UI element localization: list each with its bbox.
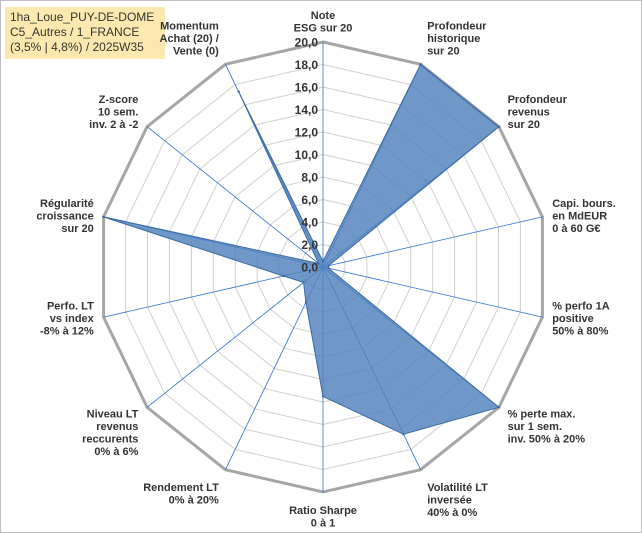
axis-label-line: positive	[552, 313, 594, 325]
data-point	[321, 260, 325, 263]
tick-label: 14,0	[295, 103, 319, 117]
data-point	[321, 395, 325, 398]
info-line-3: (3,5% | 4,8%) / 2025W35	[10, 40, 144, 54]
axis-label-line: en MdEUR	[552, 210, 607, 222]
data-point	[304, 301, 308, 304]
axis-label-line: sur 1 sem.	[508, 421, 562, 433]
data-point	[317, 262, 320, 265]
axis-label-line: 0 à 60 G€	[552, 223, 600, 235]
axis-label-line: Vente (0)	[173, 45, 219, 57]
axis-label-line: Ratio Sharpe	[289, 505, 357, 517]
axis-spoke	[146, 126, 324, 268]
data-point	[302, 281, 305, 284]
tick-label: 8,0	[301, 171, 318, 185]
axis-label-line: Profondeur	[508, 94, 568, 106]
axis-label-line: Z-score	[99, 94, 139, 106]
data-point	[497, 125, 501, 128]
axis-label-line: revenus	[508, 107, 550, 119]
axis-label-line: -8% à 12%	[40, 326, 94, 338]
axis-label-line: sur 20	[61, 223, 93, 235]
axis-label-line: inversée	[427, 495, 472, 507]
info-box: 1ha_Loue_PUY-DE-DOME C5_Autres / 1_FRANC…	[5, 7, 165, 59]
axis-label-line: Perfo. LT	[47, 301, 94, 313]
axis-label-line: % perfo 1A	[552, 301, 610, 313]
tick-label: 4,0	[301, 216, 318, 230]
data-point	[497, 406, 501, 409]
data-point	[402, 433, 405, 436]
axis-label-line: % perte max.	[508, 408, 576, 420]
data-point	[327, 264, 330, 267]
axis-label-line: 50% à 80%	[552, 326, 608, 338]
axis-label-line: 10 sem.	[98, 107, 138, 119]
axis-label-line: historique	[427, 33, 480, 45]
axis-spoke	[146, 266, 324, 408]
axis-label-line: croissance	[36, 210, 93, 222]
axis-label-line: 40% à 0%	[427, 507, 477, 519]
axis-label-line: inv. 2 à -2	[89, 119, 138, 131]
axis-spoke	[322, 266, 543, 318]
info-line-2: C5_Autres / 1_FRANCE	[10, 25, 140, 39]
axis-label-line: Capi. bours.	[552, 198, 616, 210]
axis-label-line: Profondeur	[427, 20, 487, 32]
data-point	[327, 267, 330, 270]
info-line-1: 1ha_Loue_PUY-DE-DOME	[10, 10, 155, 24]
axis-label-line: Régularité	[40, 198, 94, 210]
data-point	[419, 63, 422, 66]
tick-label: 16,0	[295, 81, 319, 95]
tick-label: 6,0	[301, 193, 318, 207]
data-point	[282, 274, 285, 278]
tick-label: 20,0	[295, 36, 319, 50]
axis-label-line: Momentum	[160, 20, 219, 32]
axis-label-line: Note	[311, 10, 335, 22]
axis-label-line: reccurents	[82, 433, 138, 445]
tick-label: 0,0	[301, 261, 318, 275]
tick-label: 18,0	[295, 58, 319, 72]
axis-label: % perte max.sur 1 sem.inv. 50% à 20%	[508, 408, 586, 445]
axis-label-line: 0% à 6%	[94, 446, 138, 458]
axis-spoke	[322, 216, 543, 268]
data-point	[102, 215, 105, 219]
axis-label-line: vs index	[50, 313, 95, 325]
axis-label: Rendement LT0% à 20%	[143, 482, 219, 507]
data-point	[237, 90, 240, 93]
axis-label-line: 0 à 1	[311, 518, 335, 530]
axis-label-line: Rendement LT	[143, 482, 219, 494]
axis-label-line: inv. 50% à 20%	[508, 433, 586, 445]
tick-label: 10,0	[295, 148, 319, 162]
axis-label-line: sur 20	[508, 119, 540, 131]
axis-label-line: sur 20	[427, 45, 459, 57]
tick-label: 12,0	[295, 126, 319, 140]
axis-label-line: Niveau LT	[87, 408, 139, 420]
axis-label-line: Achat (20) /	[160, 33, 219, 45]
axis-label-line: revenus	[96, 421, 138, 433]
tick-label: 2,0	[301, 238, 318, 252]
axis-label-line: Volatilité LT	[427, 482, 488, 494]
axis-label-line: 0% à 20%	[169, 495, 219, 507]
axis-label-line: ESG sur 20	[294, 23, 353, 35]
